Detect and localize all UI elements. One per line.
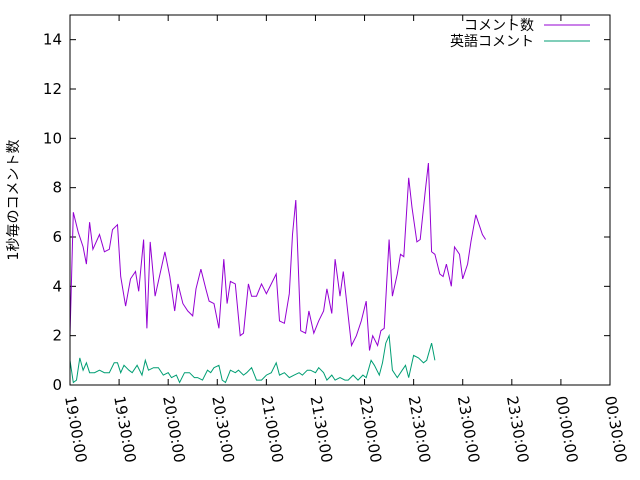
y-tick-label: 12 [43, 80, 62, 98]
plot-frame [69, 14, 611, 386]
x-tick-label: 22:00:00 [356, 395, 385, 464]
x-tick-label: 21:00:00 [257, 395, 286, 464]
legend-label-1: コメント数 [464, 18, 534, 34]
y-axis-label: 1秒毎のコメント数 [6, 140, 22, 261]
series-line-2 [69, 333, 436, 384]
y-tick-label: 14 [43, 31, 62, 49]
x-tick-label: 23:00:00 [454, 395, 483, 464]
axis-ticks: 0 2 4 6 8 10 12 14 19:00:00 19:30:00 20:00:00 20:30… [43, 15, 630, 464]
series-layer [69, 162, 487, 384]
y-tick-label: 8 [52, 179, 62, 197]
x-tick-label: 19:00:00 [61, 395, 90, 464]
y-tick-label: 10 [43, 129, 62, 147]
y-tick-label: 2 [52, 327, 62, 345]
x-tick-label: 23:30:00 [503, 395, 532, 464]
legend-label-2: 英語コメント [450, 33, 534, 50]
x-tick-label: 22:30:00 [405, 395, 434, 464]
y-tick-label: 4 [52, 277, 62, 295]
x-tick-label: 19:30:00 [110, 395, 139, 464]
x-tick-label: 00:30:00 [601, 395, 630, 464]
x-tick-label: 20:00:00 [159, 395, 188, 464]
series-line-1 [69, 162, 487, 351]
x-tick-label: 00:00:00 [552, 395, 581, 464]
y-axis-label-group: 1秒毎のコメント数 [6, 140, 22, 261]
y-tick-label: 6 [52, 228, 62, 246]
x-tick-label: 21:30:00 [307, 395, 336, 464]
x-tick-label: 20:30:00 [208, 395, 237, 464]
y-tick-label: 0 [52, 376, 62, 394]
